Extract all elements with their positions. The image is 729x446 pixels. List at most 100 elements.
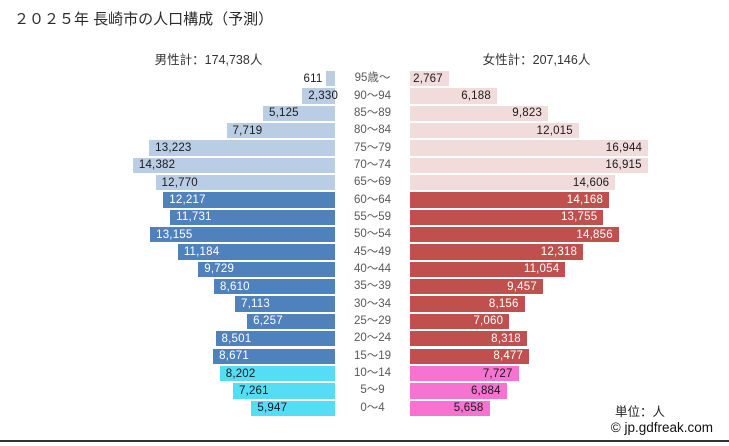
female-value: 13,755 xyxy=(560,211,598,224)
female-value: 6,884 xyxy=(470,384,501,397)
female-bar: 12,318 xyxy=(410,244,584,260)
pyramid-row: 13,155 50～54 14,856 xyxy=(82,226,663,243)
pyramid-row: 7,719 80～84 12,015 xyxy=(82,122,663,139)
age-label: 45～49 xyxy=(353,245,392,258)
female-bar: 13,755 xyxy=(410,209,604,226)
female-bar-cell: 7,727 xyxy=(410,365,663,382)
male-bar-cell: 8,671 xyxy=(82,348,335,364)
female-bar-cell: 12,318 xyxy=(410,244,663,260)
female-value: 14,168 xyxy=(566,194,604,207)
pyramid-row: 14,382 70～74 16,915 xyxy=(82,157,663,174)
female-bar: 6,188 xyxy=(410,88,497,104)
pyramid-row: 8,610 35～39 9,457 xyxy=(82,278,663,295)
pyramid-rows: 611 95歳～ 2,767 2,330 90～94 6,188 5,125 85～89 9,8… xyxy=(82,70,663,417)
female-value: 2,767 xyxy=(413,72,443,85)
male-bar: 2,330 xyxy=(302,88,339,104)
male-total: 男性計：174,738人 xyxy=(154,53,263,67)
male-bar: 5,125 xyxy=(262,105,335,121)
pyramid-row: 9,729 40～44 11,054 xyxy=(82,261,663,278)
female-bar-cell: 5,658 xyxy=(410,400,663,416)
female-value: 11,054 xyxy=(523,263,560,276)
age-label: 55～59 xyxy=(353,210,392,223)
male-value: 7,719 xyxy=(232,124,263,137)
age-label: 85～89 xyxy=(353,106,392,119)
male-bar-cell: 11,184 xyxy=(82,244,335,260)
female-bar: 12,015 xyxy=(410,123,579,139)
male-value: 7,261 xyxy=(238,384,269,397)
male-bar: 8,671 xyxy=(213,348,335,364)
female-value: 12,015 xyxy=(536,124,573,137)
pyramid-row: 8,501 20～24 8,318 xyxy=(82,330,663,347)
male-bar-cell: 14,382 xyxy=(82,157,335,174)
female-bar: 8,156 xyxy=(410,296,525,312)
male-bar: 11,184 xyxy=(177,244,335,260)
male-bar: 7,261 xyxy=(232,383,335,399)
pyramid-row: 11,184 45～49 12,318 xyxy=(82,243,663,260)
male-bar: 13,155 xyxy=(150,227,335,243)
age-label: 20～24 xyxy=(353,332,392,345)
male-value: 9,729 xyxy=(204,263,235,276)
male-value: 14,382 xyxy=(138,159,176,172)
male-bar: 8,202 xyxy=(219,365,335,382)
male-bar: 14,382 xyxy=(132,157,335,174)
female-bar-cell: 8,477 xyxy=(410,348,663,364)
chart-title: ２０２５年 長崎市の人口構成（予測） xyxy=(14,11,274,28)
female-bar: 7,727 xyxy=(410,365,519,382)
male-bar-cell: 611 xyxy=(82,71,335,87)
age-label: 80～84 xyxy=(353,124,392,137)
age-label: 70～74 xyxy=(353,158,392,171)
pyramid-row: 8,671 15～19 8,477 xyxy=(82,348,663,365)
female-value: 8,477 xyxy=(493,350,524,363)
female-bar-cell: 14,606 xyxy=(410,175,663,191)
male-bar: 5,947 xyxy=(251,400,335,416)
male-bar-cell: 9,729 xyxy=(82,261,335,278)
age-label: 5～9 xyxy=(360,384,385,397)
female-bar: 14,168 xyxy=(410,192,610,208)
age-label: 10～14 xyxy=(353,367,392,380)
female-bar: 6,884 xyxy=(410,383,507,399)
female-bar: 9,823 xyxy=(410,105,549,121)
age-label: 15～19 xyxy=(353,349,392,362)
female-bar-cell: 8,156 xyxy=(410,296,663,312)
pyramid-row: 2,330 90～94 6,188 xyxy=(82,87,663,104)
pyramid-row: 8,202 10～14 7,727 xyxy=(82,365,663,382)
female-bar-cell: 16,944 xyxy=(410,140,663,156)
male-bar-cell: 6,257 xyxy=(82,313,335,330)
female-value: 16,944 xyxy=(605,142,643,155)
pyramid-row: 611 95歳～ 2,767 xyxy=(82,70,663,87)
male-value: 2,330 xyxy=(308,90,339,102)
male-bar-cell: 12,217 xyxy=(82,192,335,208)
male-bar: 8,610 xyxy=(214,279,335,295)
pyramid-row: 7,261 5～9 6,884 xyxy=(82,382,663,399)
male-bar-cell: 2,330 xyxy=(82,88,339,104)
female-bar: 14,606 xyxy=(410,175,616,191)
female-value: 7,060 xyxy=(473,315,504,328)
female-bar-cell: 9,823 xyxy=(410,105,663,121)
female-bar-cell: 6,188 xyxy=(410,88,663,104)
female-bar-cell: 9,457 xyxy=(410,279,663,295)
pyramid-row: 12,217 60～64 14,168 xyxy=(82,191,663,208)
pyramid-row: 12,770 65～69 14,606 xyxy=(82,174,663,191)
male-bar: 12,217 xyxy=(163,192,335,208)
male-bar-cell: 8,501 xyxy=(82,331,335,347)
male-value: 13,155 xyxy=(156,228,193,241)
female-bar-cell: 6,884 xyxy=(410,383,663,399)
female-value: 8,156 xyxy=(488,298,519,311)
female-bar: 8,318 xyxy=(410,331,527,347)
female-bar-cell: 12,015 xyxy=(410,123,663,139)
male-value: 5,947 xyxy=(257,402,288,415)
male-value: 12,770 xyxy=(161,176,198,189)
pyramid-row: 5,125 85～89 9,823 xyxy=(82,105,663,122)
male-value: 12,217 xyxy=(169,194,206,207)
male-value: 11,731 xyxy=(176,211,212,224)
male-bar-cell: 8,610 xyxy=(82,279,335,295)
female-bar: 16,915 xyxy=(410,157,648,174)
age-label: 40～44 xyxy=(353,262,392,275)
female-bar: 8,477 xyxy=(410,348,530,364)
male-value: 5,125 xyxy=(268,107,299,120)
male-value: 8,610 xyxy=(220,280,250,293)
male-value: 13,223 xyxy=(155,142,192,155)
female-value: 6,188 xyxy=(461,90,491,102)
male-bar-cell: 7,113 xyxy=(82,296,335,312)
